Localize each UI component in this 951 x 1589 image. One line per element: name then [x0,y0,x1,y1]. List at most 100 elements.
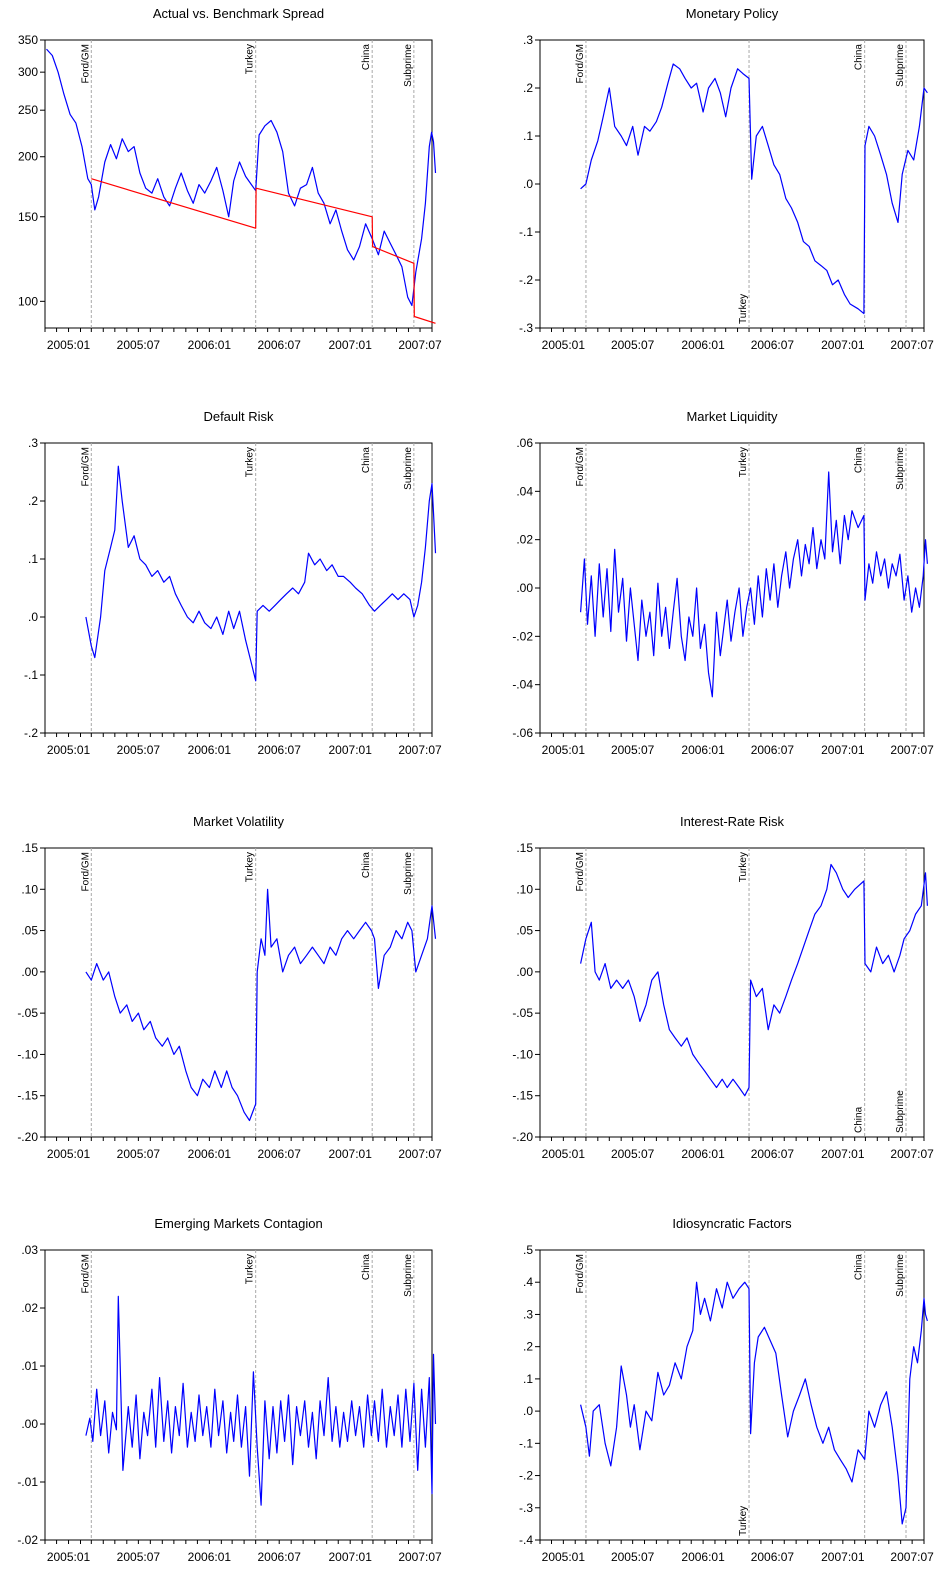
chart-1-event-label-china: China [361,44,372,71]
chart-1-x-tick-label: 2006:01 [188,338,232,352]
chart-4-x-tick-label: 2006:01 [681,743,725,757]
chart-7-event-label-turkey: Turkey [245,1254,256,1284]
chart-7-plot-frame [44,1249,433,1541]
chart-1-y-tick-label: 150 [18,210,38,224]
chart-4-y-tick-label: .02 [516,533,533,547]
chart-8-x-tick-label: 2006:07 [751,1550,795,1564]
chart-8-event-label-turkey: Turkey [738,1506,749,1536]
chart-3-x-tick-label: 2005:01 [47,743,91,757]
chart-1-x-tick-label: 2007:01 [329,338,373,352]
chart-7-x-tick-label: 2007:01 [329,1550,373,1564]
chart-6-x-tick-label: 2006:01 [681,1147,725,1161]
chart-2-event-label-ford-gm: Ford/GM [575,44,586,83]
chart-4-y-tick-label: -.02 [512,629,533,643]
chart-2-x-tick-label: 2005:01 [542,338,586,352]
chart-2-x-tick-label: 2006:01 [681,338,725,352]
chart-2-event-label-china: China [854,44,865,71]
chart-8-y-tick-label: -.2 [519,1469,533,1483]
chart-2-event-label-turkey: Turkey [738,294,749,324]
chart-6-x-tick-label: 2007:07 [890,1147,934,1161]
chart-5-x-tick-label: 2006:01 [188,1147,232,1161]
chart-6-y-tick-label: .15 [516,841,533,855]
chart-7-x-tick-label: 2006:01 [188,1550,232,1564]
chart-6-x-tick-label: 2006:07 [751,1147,795,1161]
chart-2-title: Monetary Policy [686,6,779,21]
chart-5-y-tick-label: -.15 [17,1089,38,1103]
chart-4-x-tick-label: 2005:07 [611,743,655,757]
chart-6-event-label-ford-gm: Ford/GM [575,852,586,891]
chart-8-title: Idiosyncratic Factors [672,1216,792,1231]
chart-1-x-tick-label: 2005:07 [117,338,161,352]
chart-8-y-tick-label: -.1 [519,1436,533,1450]
chart-2-y-tick-label: .1 [523,129,533,143]
chart-4-y-tick-label: .00 [516,581,533,595]
chart-8-event-label-china: China [854,1254,865,1281]
chart-1-y-tick-label: 300 [18,65,38,79]
chart-2-x-tick-label: 2007:07 [890,338,934,352]
chart-1-series-line-1 [46,48,437,307]
chart-2-y-tick-label: .0 [523,177,533,191]
chart-3-y-tick-label: .1 [28,552,38,566]
chart-8-x-tick-label: 2007:07 [890,1550,934,1564]
chart-6-y-tick-label: .00 [516,965,533,979]
chart-1-event-label-ford-gm: Ford/GM [80,44,91,83]
chart-8-event-label-ford-gm: Ford/GM [575,1254,586,1293]
chart-5-event-label-subprime: Subprime [403,852,414,895]
chart-2-event-label-subprime: Subprime [895,44,906,87]
chart-2-y-tick-label: -.1 [519,225,533,239]
chart-7-x-tick-label: 2006:07 [258,1550,302,1564]
chart-4-title: Market Liquidity [686,409,778,424]
chart-6-y-tick-label: .10 [516,882,533,896]
chart-2-series-line-1 [580,63,928,315]
chart-6-title: Interest-Rate Risk [680,814,785,829]
chart-1-y-tick-label: 350 [18,33,38,47]
chart-6-event-label-china: China [854,1106,865,1133]
chart-7-x-tick-label: 2005:01 [47,1550,91,1564]
chart-4-series-line-1 [580,471,928,698]
chart-8-x-tick-label: 2007:01 [821,1550,865,1564]
chart-5-event-label-ford-gm: Ford/GM [80,852,91,891]
chart-2-x-tick-label: 2005:07 [611,338,655,352]
chart-8-x-tick-label: 2005:07 [611,1550,655,1564]
chart-7-event-label-china: China [361,1254,372,1281]
chart-3-event-label-subprime: Subprime [403,447,414,490]
chart-5-y-tick-label: -.10 [17,1047,38,1061]
chart-7-series-line-1 [85,1295,437,1506]
chart-7-y-tick-label: .03 [21,1243,38,1257]
chart-3-event-label-turkey: Turkey [245,447,256,477]
chart-4-x-tick-label: 2006:07 [751,743,795,757]
chart-3-event-label-ford-gm: Ford/GM [80,447,91,486]
chart-2-y-tick-label: -.3 [519,321,533,335]
chart-1-series-line-2 [91,178,436,324]
chart-7-event-label-subprime: Subprime [403,1254,414,1297]
chart-3-y-tick-label: .3 [28,436,38,450]
chart-7-y-tick-label: -.02 [17,1533,38,1547]
chart-1-event-label-turkey: Turkey [245,44,256,74]
chart-3-x-tick-label: 2007:01 [329,743,373,757]
chart-5-plot-frame [44,847,433,1138]
chart-2-x-tick-label: 2006:07 [751,338,795,352]
chart-7-y-tick-label: .00 [21,1417,38,1431]
chart-5-series-line-1 [85,888,437,1122]
chart-4-x-tick-label: 2005:01 [542,743,586,757]
chart-4-event-label-subprime: Subprime [895,447,906,490]
chart-1-title: Actual vs. Benchmark Spread [153,6,324,21]
chart-6-x-tick-label: 2007:01 [821,1147,865,1161]
chart-5-x-tick-label: 2005:07 [117,1147,161,1161]
chart-4-y-tick-label: -.06 [512,726,533,740]
chart-2-plot-frame [539,39,925,329]
chart-3-y-tick-label: .2 [28,494,38,508]
chart-8-x-tick-label: 2006:01 [681,1550,725,1564]
chart-7-y-tick-label: -.01 [17,1475,38,1489]
chart-5-y-tick-label: .00 [21,965,38,979]
chart-8-y-tick-label: -.4 [519,1533,533,1547]
chart-4-y-tick-label: .06 [516,436,533,450]
chart-4-market-liquidity: Market Liquidity -.06 -.04 -.02 .00 .02 .04 .06… [512,409,934,757]
chart-1-actual-vs-benchmark-spread: Actual vs. Benchmark Spread 100 150 200 250 3… [18,6,442,352]
chart-1-x-tick-label: 2005:01 [47,338,91,352]
chart-3-x-tick-label: 2005:07 [117,743,161,757]
chart-5-event-label-turkey: Turkey [245,852,256,882]
chart-1-y-tick-label: 100 [18,294,38,308]
chart-5-y-tick-label: .15 [21,841,38,855]
